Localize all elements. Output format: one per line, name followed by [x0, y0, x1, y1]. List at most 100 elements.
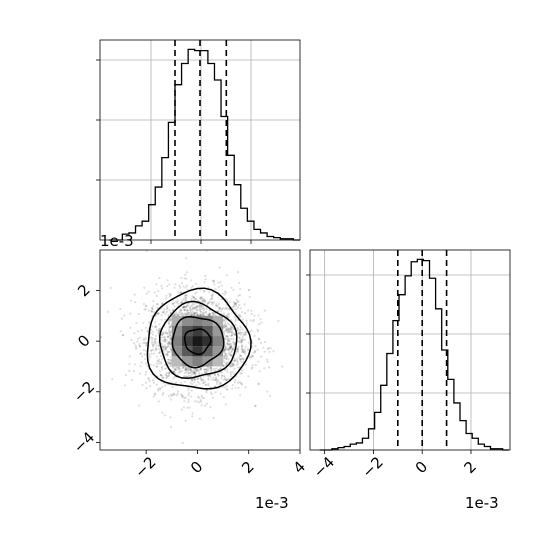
scatter-point — [224, 348, 227, 351]
scatter-point — [187, 366, 190, 369]
scatter-point — [143, 341, 147, 344]
scatter-point — [159, 373, 162, 377]
scatter-point — [222, 378, 225, 381]
scatter-point — [202, 381, 205, 384]
scatter-point — [204, 300, 207, 303]
scatter-point — [167, 358, 170, 361]
scatter-point — [168, 337, 172, 340]
scatter-point — [167, 372, 170, 375]
scatter-point — [234, 379, 237, 382]
scatter-point — [247, 349, 250, 352]
scatter-point — [139, 372, 142, 375]
scatter-point — [224, 348, 227, 351]
density-cell — [202, 315, 213, 326]
scatter-point — [159, 361, 162, 364]
scatter-point — [238, 340, 241, 343]
scatter-point — [198, 308, 201, 311]
scatter-point — [180, 301, 183, 304]
scatter-point — [166, 285, 169, 288]
scatter-point — [198, 417, 201, 420]
scatter-point — [174, 283, 177, 286]
axes-frame — [309, 249, 511, 451]
scatter-point — [128, 362, 131, 366]
scatter-point — [194, 297, 197, 300]
scatter-point — [168, 343, 171, 346]
scatter-point — [199, 297, 202, 301]
scatter-point — [253, 334, 256, 338]
scatter-point — [225, 347, 228, 350]
scatter-point — [149, 355, 152, 358]
scatter-point — [177, 291, 180, 294]
scatter-point — [193, 377, 196, 380]
scatter-point — [241, 349, 244, 352]
scatter-point — [210, 378, 214, 381]
scatter-point — [167, 341, 171, 344]
scatter-point — [161, 302, 164, 305]
scatter-point — [223, 376, 227, 379]
scatter-point — [144, 362, 148, 365]
scatter-point — [225, 356, 228, 359]
scatter-point — [187, 389, 190, 392]
scatter-point — [155, 355, 158, 358]
scatter-point — [226, 307, 229, 310]
scatter-point — [202, 312, 205, 315]
joint-density-panel: −2 0 2 4 −4 −2 0 2 — [70, 249, 309, 481]
scatter-point — [143, 337, 146, 340]
scatter-point — [226, 343, 229, 346]
scatter-point — [222, 319, 225, 322]
scatter-point — [228, 347, 231, 350]
scatter-point — [231, 384, 234, 387]
axes-frame — [99, 39, 301, 241]
scatter-point — [179, 368, 182, 371]
scatter-point — [210, 369, 213, 372]
scatter-point — [192, 371, 196, 374]
scatter-point — [223, 336, 227, 339]
scatter-point — [205, 383, 208, 386]
scatter-point — [145, 304, 148, 307]
scatter-point — [200, 311, 203, 314]
scatter-point — [145, 344, 148, 347]
scatter-point — [151, 339, 154, 342]
scatter-point — [197, 395, 200, 398]
scatter-point — [192, 296, 195, 299]
scatter-point — [241, 347, 244, 350]
scatter-point — [184, 297, 187, 300]
scatter-point — [146, 330, 149, 333]
scatter-point — [204, 380, 207, 383]
scatter-point — [184, 368, 187, 371]
scatter-point — [243, 312, 246, 315]
scatter-point — [236, 329, 239, 332]
scatter-point — [163, 367, 167, 371]
scatter-point — [189, 369, 192, 372]
scatter-point — [183, 309, 186, 312]
scatter-point — [189, 308, 192, 311]
scatter-point — [165, 374, 168, 377]
scatter-point — [217, 380, 220, 383]
scatter-point — [229, 328, 232, 331]
scatter-point — [187, 398, 190, 401]
density-cell — [182, 315, 193, 326]
scatter-point — [167, 358, 170, 361]
scatter-point — [211, 311, 214, 314]
scatter-point — [168, 330, 171, 333]
scatter-point — [185, 312, 188, 315]
scatter-point — [213, 373, 217, 376]
scatter-point — [191, 303, 194, 306]
scatter-point — [150, 341, 153, 344]
scatter-point — [230, 346, 233, 349]
scatter-point — [135, 322, 138, 325]
scatter-point — [240, 339, 243, 342]
scatter-point — [160, 362, 163, 365]
scatter-point — [229, 327, 232, 330]
scatter-point — [189, 371, 192, 374]
scatter-point — [151, 343, 154, 347]
scatter-point — [195, 368, 198, 371]
scatter-point — [158, 351, 161, 354]
scatter-point — [239, 328, 242, 331]
marginal-histogram-y-panel: −4 −2 0 2 — [306, 249, 511, 481]
scatter-point — [218, 307, 221, 310]
scatter-point — [217, 310, 220, 313]
scatter-point — [151, 379, 154, 382]
scatter-point — [190, 313, 193, 316]
scatter-point — [192, 371, 195, 374]
